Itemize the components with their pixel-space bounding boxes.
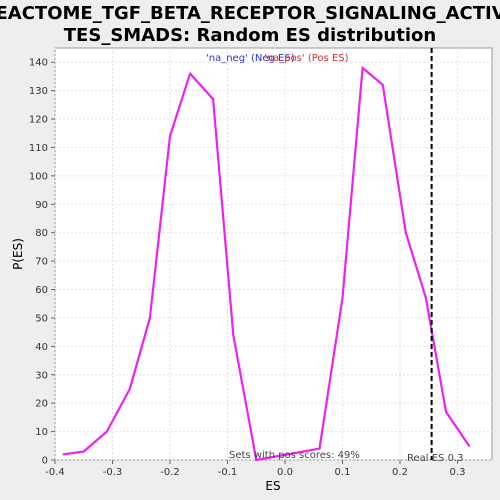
plot-area <box>54 47 493 461</box>
y-tick-label: 40 <box>35 342 48 353</box>
y-tick-label: 110 <box>29 143 48 154</box>
y-tick-label: 130 <box>29 86 48 97</box>
x-tick-label: -0.4 <box>45 467 65 478</box>
y-tick-label: 80 <box>35 228 48 239</box>
data-point <box>404 231 407 234</box>
data-point <box>105 430 108 433</box>
grid <box>54 48 492 461</box>
y-axis-label: P(ES) <box>11 238 25 270</box>
data-point <box>128 387 131 391</box>
y-tick-label: 20 <box>35 399 48 410</box>
x-tick-label: 0.3 <box>450 467 466 478</box>
x-tick-label: 0.2 <box>392 467 408 478</box>
y-tick-label: 50 <box>35 313 48 324</box>
chart-title-line-2: TES_SMADS: Random ES distribution <box>64 25 436 46</box>
data-point <box>189 72 192 75</box>
data-point <box>341 296 344 300</box>
y-axis-ticks: 0 10 20 30 40 50 60 70 80 90 100 110 120 130 140 <box>29 58 55 467</box>
data-point <box>444 410 448 413</box>
data-point <box>467 444 471 447</box>
real-es-label: Real ES 0.3 <box>407 453 463 464</box>
data-point <box>82 450 85 453</box>
y-tick-label: 10 <box>35 427 48 438</box>
data-point <box>62 453 65 456</box>
chart-title-line-1: REACTOME_TGF_BETA_RECEPTOR_SIGNALING_ACT… <box>0 3 500 24</box>
x-tick-label: -0.3 <box>103 467 123 478</box>
y-tick-label: 30 <box>35 370 48 381</box>
data-point <box>318 447 321 450</box>
x-tick-label: -0.2 <box>160 467 180 478</box>
y-tick-label: 90 <box>35 200 48 211</box>
data-point <box>212 98 215 101</box>
x-tick-label: 0.0 <box>277 467 293 478</box>
data-point <box>148 316 151 320</box>
data-point <box>168 134 172 138</box>
x-axis-ticks: -0.4 -0.3 -0.2 -0.1 0.0 0.1 0.2 0.3 <box>45 460 465 478</box>
y-tick-label: 140 <box>29 58 48 69</box>
legend-entry-pos: 'na_pos' (Pos ES) <box>264 53 349 64</box>
y-tick-label: 100 <box>29 171 48 182</box>
pos-scores-annotation: Sets with pos scores: 49% <box>229 450 360 461</box>
data-point <box>255 458 258 462</box>
series-layer <box>62 66 471 462</box>
legend-entry-neg: 'na_neg' (Neg ES) <box>206 53 295 64</box>
data-point <box>232 333 235 337</box>
es-distribution-line <box>63 66 470 462</box>
x-tick-label: 0.1 <box>335 467 351 478</box>
data-point <box>361 66 364 69</box>
data-point <box>381 83 384 87</box>
data-point <box>424 296 427 300</box>
y-tick-label: 70 <box>35 257 48 268</box>
x-axis-label: ES <box>265 479 280 493</box>
y-tick-label: 60 <box>35 285 48 296</box>
y-tick-label: 120 <box>29 115 48 126</box>
y-tick-label: 0 <box>42 456 48 467</box>
x-tick-label: -0.1 <box>218 467 238 478</box>
